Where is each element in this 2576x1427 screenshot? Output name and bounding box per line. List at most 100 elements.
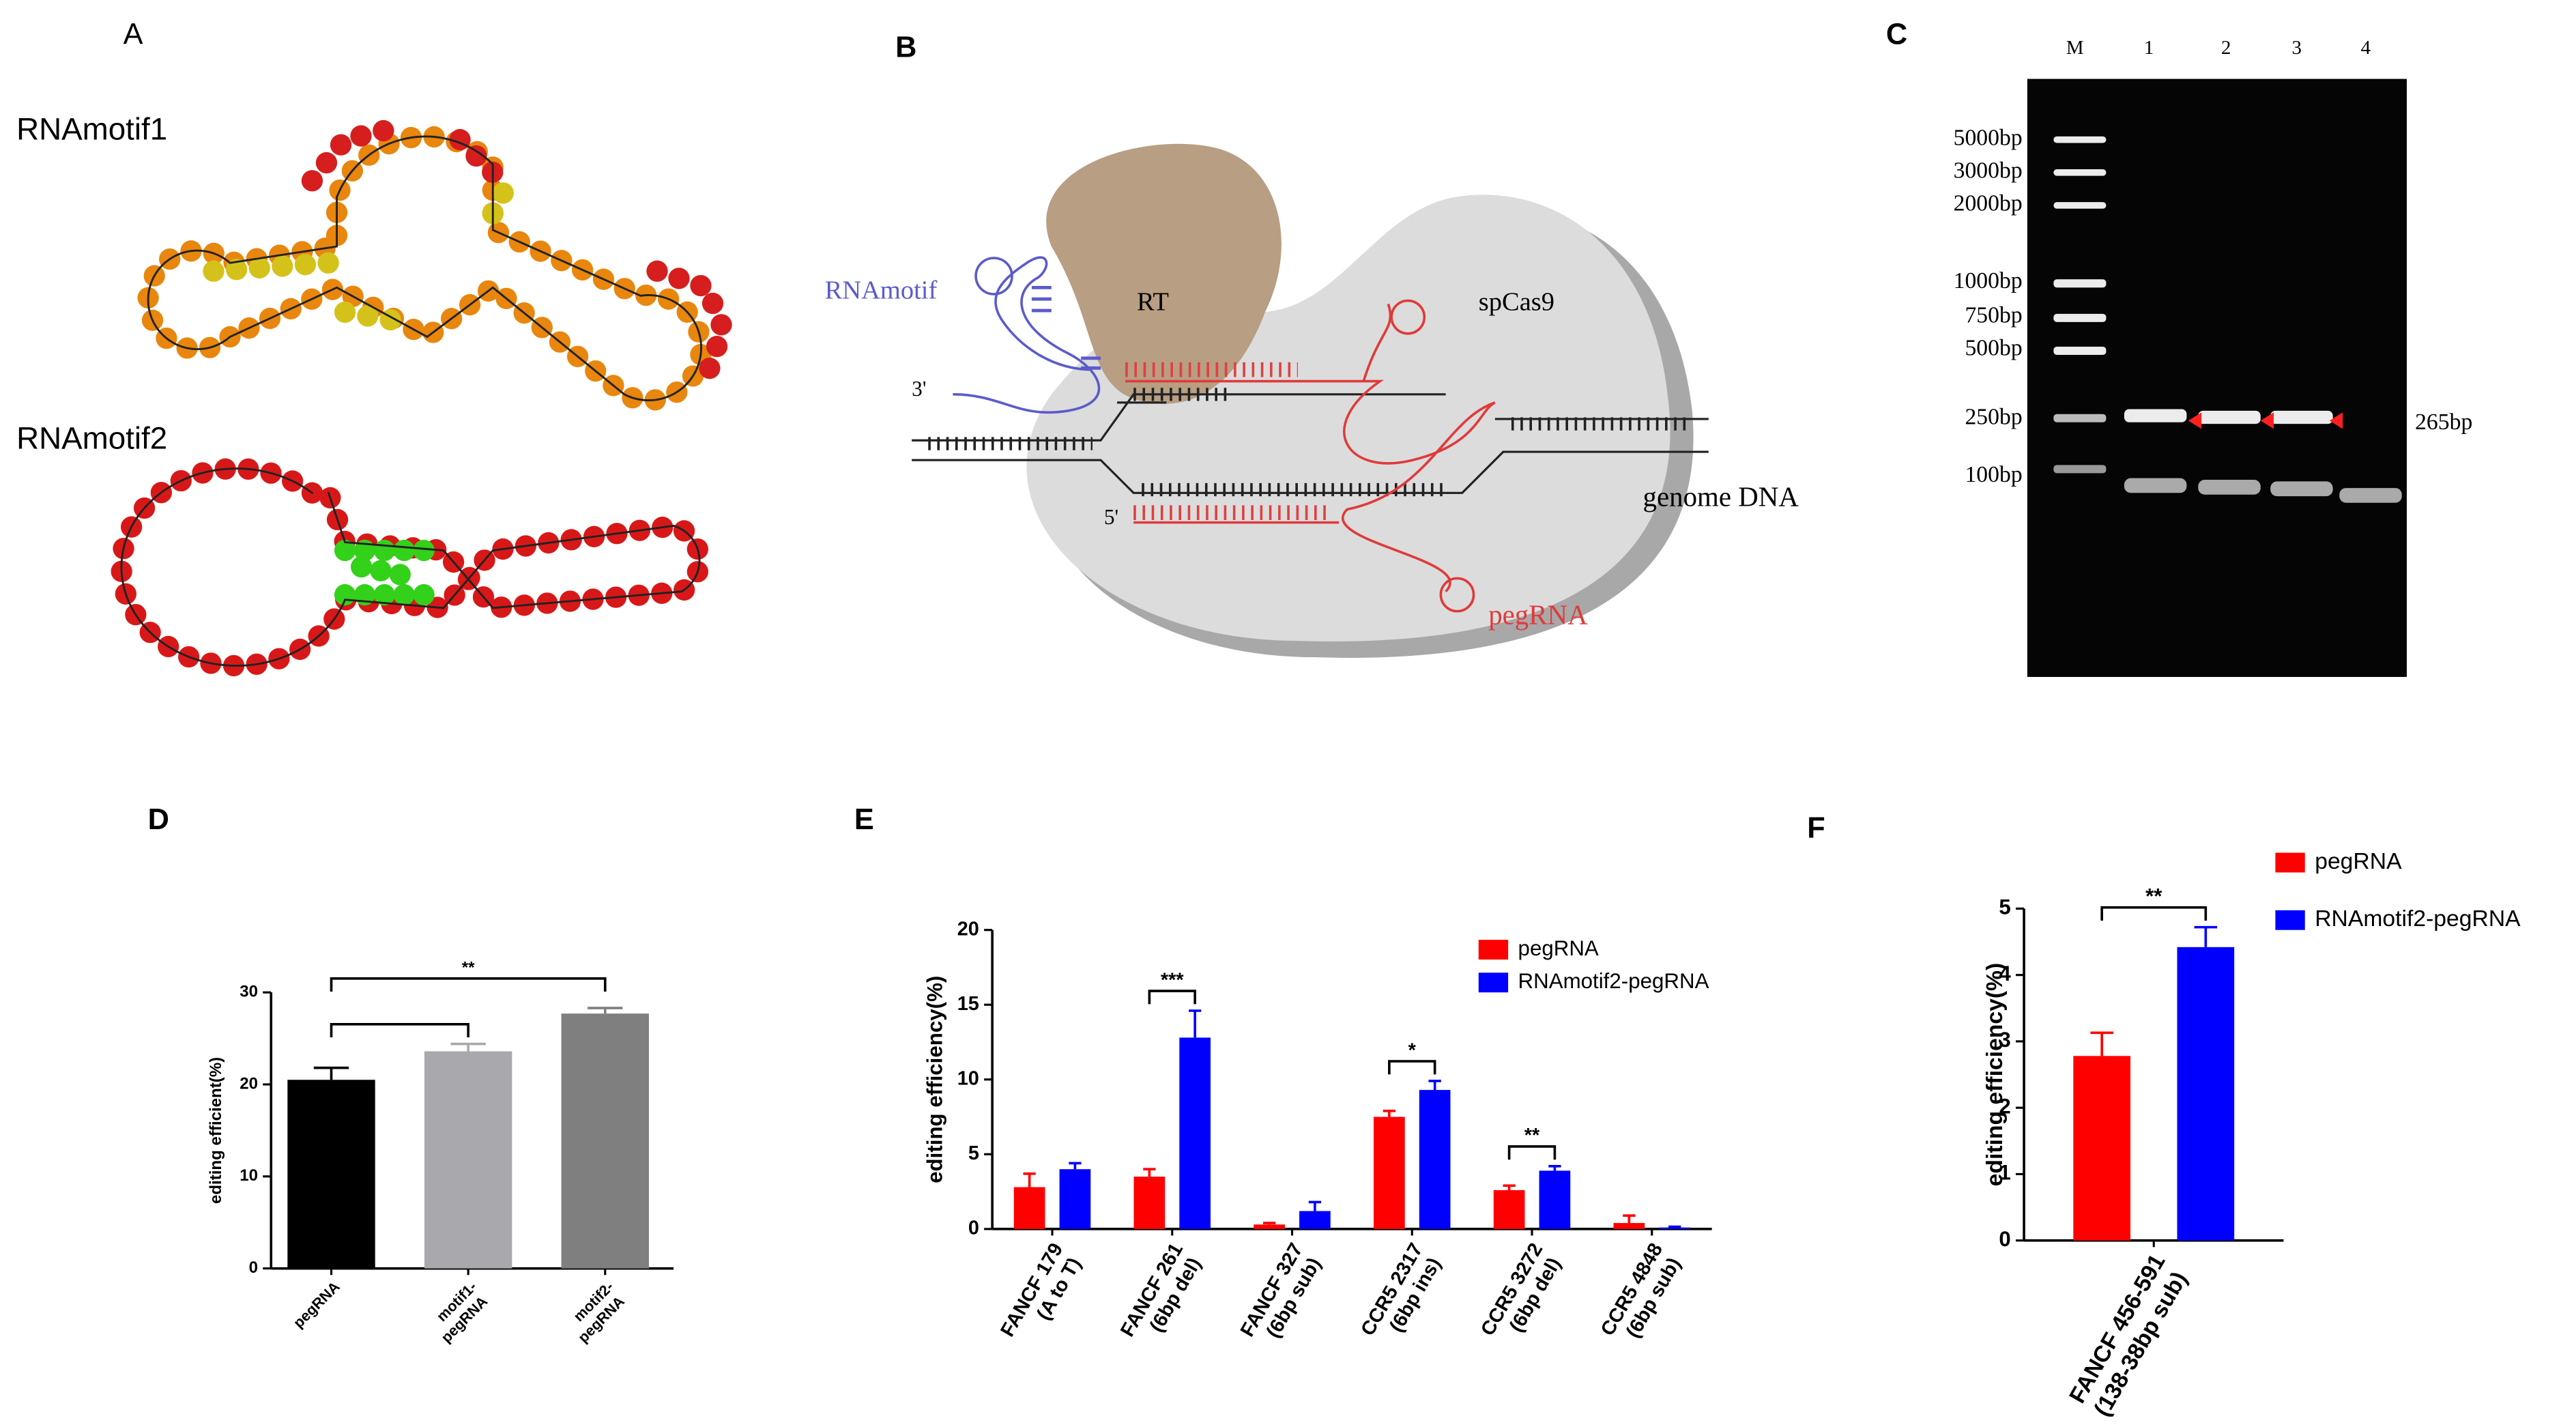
y-tick-label: 10 — [957, 1067, 979, 1089]
ladder-band — [2053, 136, 2107, 143]
ladder-band — [2053, 169, 2107, 176]
bar — [1133, 1177, 1166, 1229]
ladder-band — [2053, 347, 2107, 356]
bead-chain — [203, 170, 520, 332]
error-bar — [1023, 1172, 1036, 1187]
legend-label: RNAmotif2-pegRNA — [1518, 969, 1709, 993]
legend-label: RNAmotif2-pegRNA — [2315, 906, 2521, 932]
band-label: 265bp — [2415, 409, 2472, 435]
panel-letter: A — [124, 18, 143, 51]
error-bar — [1548, 1165, 1561, 1171]
peg-loop — [1390, 299, 1426, 335]
bar — [1539, 1170, 1571, 1229]
significance-label: ** — [2145, 884, 2162, 908]
y-tick-label: 1 — [1999, 1161, 2010, 1185]
diagram-label: RT — [1137, 287, 1169, 316]
bar — [1613, 1223, 1645, 1229]
ladder-band — [2053, 202, 2107, 209]
diagram-label: RNAmotif — [825, 276, 938, 304]
y-tick-label: 3 — [1999, 1028, 2010, 1052]
ladder-band — [2053, 279, 2107, 288]
bead-chain — [334, 539, 446, 606]
lane-label: 1 — [2144, 37, 2154, 59]
product-band — [2270, 410, 2333, 424]
y-tick-label: 15 — [957, 993, 979, 1015]
backbone — [147, 135, 702, 402]
ladder-label: 1000bp — [1954, 268, 2023, 293]
ladder-band — [2053, 313, 2107, 322]
bar — [1059, 1169, 1091, 1229]
y-tick-label: 0 — [249, 1258, 258, 1277]
panel-letter: B — [895, 31, 916, 64]
significance-bracket — [1148, 990, 1196, 1005]
y-tick-label: 20 — [957, 918, 979, 940]
bar — [561, 1013, 649, 1269]
ladder-label: 500bp — [1965, 336, 2022, 361]
significance-label: ** — [462, 959, 475, 977]
y-tick-label: 4 — [1999, 962, 2011, 985]
lane-label: M — [2066, 37, 2084, 59]
bar — [1254, 1224, 1285, 1229]
arrowhead — [2188, 412, 2202, 429]
error-bar — [1069, 1162, 1082, 1170]
y-tick-label: 5 — [968, 1142, 979, 1164]
significance-label: ** — [1524, 1125, 1540, 1147]
diagram-label: genome DNA — [1643, 481, 1799, 512]
rna-structure — [111, 117, 734, 677]
ladder-band — [2053, 414, 2107, 422]
y-tick-label: 0 — [1999, 1227, 2010, 1251]
bar — [1419, 1090, 1451, 1229]
lane-label: 2 — [2221, 37, 2231, 59]
significance-bracket — [1507, 1145, 1557, 1160]
y-axis-label: editing efficient(%) — [207, 1057, 225, 1204]
primer-band — [2339, 488, 2402, 503]
error-bar — [1189, 1009, 1202, 1038]
error-bar — [1262, 1222, 1276, 1225]
peg-pairs — [1125, 362, 1331, 521]
bar — [2177, 947, 2235, 1241]
legend-swatch — [1478, 972, 1509, 993]
motif-label: RNAmotif1 — [16, 112, 167, 147]
bar — [287, 1080, 375, 1269]
error-bar — [588, 1007, 623, 1014]
error-bar — [450, 1042, 486, 1052]
error-bar — [1308, 1200, 1322, 1211]
ladder-label: 750bp — [1965, 302, 2022, 328]
peg-strand — [1125, 303, 1496, 593]
legend-label: pegRNA — [2315, 848, 2402, 874]
y-tick-label: 5 — [1999, 895, 2010, 919]
bar — [1493, 1190, 1525, 1229]
error-bar — [1623, 1214, 1636, 1224]
product-band — [2198, 410, 2261, 424]
panel-letter: D — [148, 803, 169, 836]
dna — [912, 256, 1709, 613]
panel-letter: C — [1886, 18, 1907, 51]
significance-bracket — [330, 1022, 469, 1038]
reverse-transcriptase — [1046, 143, 1282, 404]
ladder-label: 5000bp — [1954, 125, 2023, 150]
panel-letter: E — [854, 803, 874, 836]
y-tick-label: 2 — [1999, 1094, 2010, 1118]
bar — [424, 1051, 512, 1269]
lane-label: 3 — [2292, 37, 2302, 59]
legend-swatch — [2275, 910, 2305, 930]
bar — [1659, 1227, 1691, 1229]
lane-label: 4 — [2361, 37, 2371, 59]
y-tick-label: 10 — [240, 1166, 258, 1185]
diagram-label: 5' — [1104, 505, 1118, 529]
error-bar — [1668, 1225, 1681, 1228]
diagram-label: pegRNA — [1488, 600, 1588, 631]
product-band — [2124, 409, 2187, 422]
bar — [1179, 1037, 1211, 1229]
diagram-label: 3' — [912, 377, 926, 401]
error-bar — [2194, 925, 2218, 947]
arrowheads — [2188, 412, 2343, 429]
base-pairs — [928, 388, 1692, 497]
y-tick-label: 30 — [240, 983, 258, 1001]
error-bar — [1143, 1168, 1156, 1177]
bar — [2073, 1056, 2131, 1241]
bar — [1374, 1116, 1405, 1229]
significance-bracket — [330, 977, 607, 992]
peg-loop — [1439, 577, 1475, 613]
